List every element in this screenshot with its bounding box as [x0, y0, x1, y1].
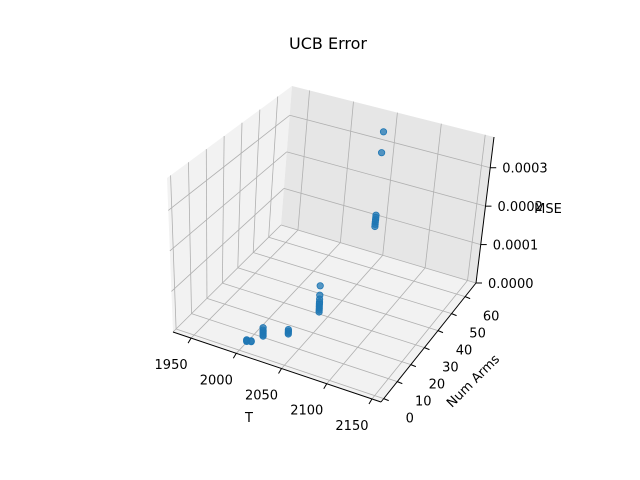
- gridline-y: [237, 122, 243, 268]
- gridline-y: [253, 252, 452, 314]
- tick-marks: [187, 167, 497, 405]
- z-axis-line: [475, 136, 495, 284]
- gridline-z: [168, 114, 290, 211]
- gridline-x: [371, 280, 468, 400]
- gridline-x: [339, 101, 354, 243]
- gridlines: [168, 90, 491, 400]
- gridline-z: [172, 224, 282, 333]
- axis-panes: [167, 86, 494, 402]
- gridline-x: [382, 112, 398, 256]
- data-point: [247, 337, 255, 345]
- data-points: [243, 128, 388, 346]
- gridline-z: [280, 224, 477, 284]
- y-tick-label: 20: [429, 378, 446, 393]
- gridline-x: [424, 123, 442, 268]
- axis-lines: [172, 136, 495, 403]
- y-tick-label: 30: [442, 361, 459, 376]
- data-point: [316, 291, 324, 299]
- x-tick-label: 2100: [290, 404, 323, 419]
- data-point: [316, 282, 324, 290]
- x-tick: [278, 368, 282, 374]
- x-tick-label: 2150: [335, 419, 368, 434]
- tick-labels: 1950 2000 2050 2100 2150 010 20 30 40 50 60 0.0000 0…: [155, 162, 548, 434]
- gridline-x: [297, 90, 310, 231]
- data-point: [379, 128, 388, 136]
- z-axis-label: MSE: [534, 202, 562, 217]
- z-tick-label: 0.0003: [502, 162, 548, 177]
- gridline-x: [236, 242, 341, 354]
- y-tick: [383, 398, 389, 402]
- gridline-y: [252, 109, 261, 253]
- chart-title: UCB Error: [289, 34, 367, 53]
- x-tick: [187, 337, 192, 344]
- x-tick: [323, 383, 328, 389]
- gridline-x: [190, 229, 299, 339]
- gridline-y: [188, 162, 192, 314]
- y-tick: [437, 330, 444, 334]
- gridline-y: [205, 149, 208, 299]
- x-tick: [232, 353, 237, 359]
- gridline-z: [169, 151, 288, 252]
- pane-floor: [173, 225, 476, 402]
- gridline-z: [286, 151, 486, 207]
- x-tick: [368, 398, 373, 405]
- data-point: [259, 324, 267, 332]
- pane-back: [281, 86, 494, 283]
- gridline-z: [283, 188, 481, 245]
- y-tick: [464, 296, 471, 300]
- gridline-y: [170, 175, 177, 329]
- x-tick-label: 2050: [245, 389, 278, 404]
- y-tick-label: 40: [456, 344, 473, 359]
- z-tick-label: 0.0000: [488, 277, 534, 292]
- y-tick-label: 10: [415, 395, 432, 410]
- gridline-y: [222, 282, 425, 348]
- x-axis-line: [172, 331, 382, 403]
- gridline-x: [281, 254, 384, 369]
- y-tick: [410, 364, 417, 368]
- data-point: [284, 325, 292, 334]
- gridline-x: [326, 267, 426, 384]
- y-tick: [424, 347, 430, 351]
- gridline-y: [191, 313, 398, 382]
- gridline-y: [206, 297, 411, 365]
- pane-left: [167, 86, 292, 332]
- gridline-z: [171, 188, 285, 292]
- gridline-y: [237, 267, 439, 331]
- x-tick-label: 1950: [155, 358, 188, 373]
- x-tick-label: 2000: [200, 373, 233, 388]
- data-point: [372, 211, 380, 219]
- gridline-y: [268, 96, 279, 238]
- y-tick: [397, 381, 403, 385]
- y-tick-label: 50: [469, 327, 486, 342]
- x-axis-label: T: [244, 411, 253, 426]
- gridline-x: [467, 134, 486, 281]
- z-tick-label: 0.0002: [497, 200, 543, 215]
- gridline-y: [268, 236, 466, 297]
- data-point: [377, 149, 386, 157]
- y-tick: [451, 313, 457, 317]
- gridline-y: [221, 135, 225, 284]
- y-tick-label: 0: [406, 412, 414, 427]
- y-axis-line: [380, 282, 477, 403]
- z-tick-label: 0.0001: [493, 239, 538, 254]
- gridline-z: [289, 114, 491, 169]
- gridline-y: [175, 328, 384, 399]
- y-tick-label: 60: [483, 310, 500, 325]
